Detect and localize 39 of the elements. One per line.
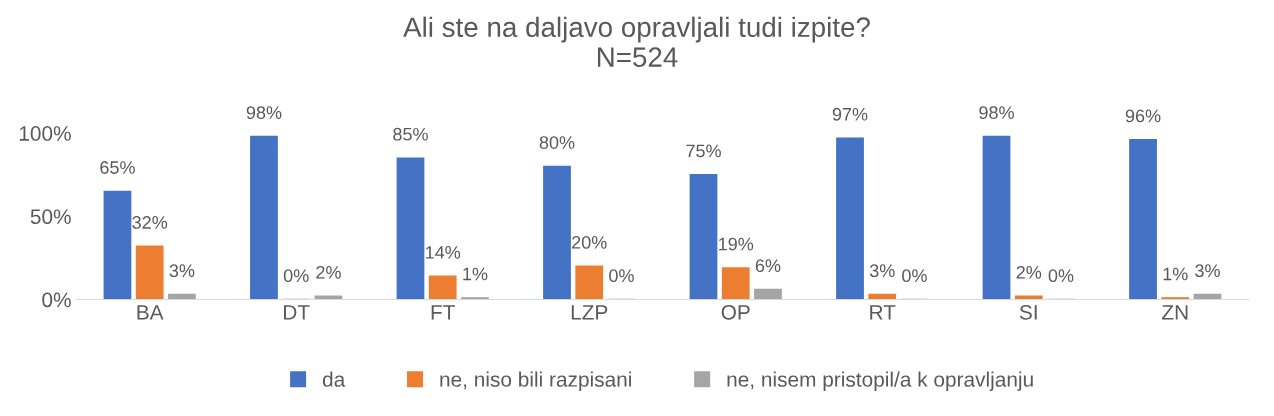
data-label: 75% (686, 144, 721, 158)
data-label: 3% (1195, 264, 1220, 278)
data-label: 97% (832, 107, 868, 121)
legend-label: ne, niso bili razpisani (440, 371, 631, 391)
data-label: 32% (132, 216, 168, 229)
data-label: 0% (283, 269, 309, 283)
data-label: 1% (1163, 267, 1188, 281)
legend-label: ne, nisem pristopil/a k opravljanju (727, 371, 1033, 391)
x-tick-label: FT (431, 305, 455, 320)
x-tick-label: SI (1019, 304, 1037, 320)
data-label: 3% (169, 264, 195, 278)
x-tick-label: DT (284, 305, 310, 320)
data-label: 14% (426, 246, 461, 259)
data-label: 0% (1048, 269, 1074, 283)
x-tick-label: LZP (571, 305, 608, 320)
data-label: 0% (609, 269, 634, 283)
chart-title: Ali ste na daljavo opravljali tudi izpite? N=524 (403, 16, 870, 67)
data-label: 98% (979, 106, 1014, 119)
data-label: 1% (463, 267, 488, 281)
y-tick-label: 100% (19, 126, 71, 141)
data-label: 85% (393, 127, 428, 141)
x-tick-label: ZN (1162, 305, 1188, 320)
data-label: 80% (539, 136, 575, 149)
data-label: 96% (1125, 109, 1161, 123)
x-tick-label: OP (721, 304, 750, 320)
x-tick-label: BA (137, 305, 164, 320)
data-label: 65% (100, 161, 135, 174)
y-tick-label: 50% (30, 209, 71, 225)
data-label: 20% (572, 236, 607, 249)
data-label: 98% (246, 106, 282, 119)
x-tick-label: RT (870, 305, 896, 320)
legend-label: da (322, 371, 346, 387)
data-label: 19% (719, 237, 754, 251)
data-label: 0% (902, 269, 927, 283)
y-tick-label: 0% (42, 292, 71, 308)
data-label: 2% (316, 265, 341, 279)
data-label: 2% (1016, 265, 1042, 279)
data-label: 3% (869, 264, 895, 278)
data-label: 6% (755, 259, 781, 273)
